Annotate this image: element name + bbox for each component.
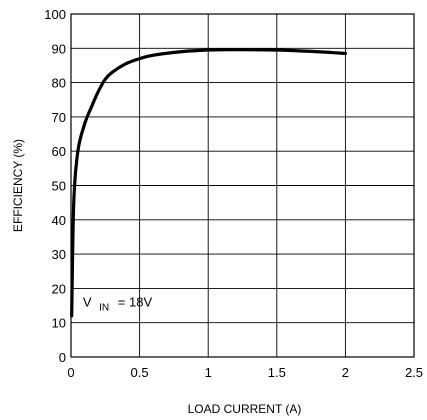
y-tick-labels: 0 10 20 30 40 50 60 70 80 90 100 <box>44 7 66 365</box>
y-tick-label: 100 <box>44 7 66 22</box>
plot-frame <box>70 13 415 358</box>
y-tick-label: 10 <box>52 316 66 331</box>
vin-annotation-subscript: IN <box>99 303 109 314</box>
y-tick-label: 30 <box>52 247 66 262</box>
x-tick-label: 1 <box>205 365 212 380</box>
y-tick-label: 60 <box>52 144 66 159</box>
y-tick-label: 80 <box>52 76 66 91</box>
x-axis-title: LOAD CURRENT (A) <box>188 402 302 416</box>
y-axis-title: EFFICIENCY (%) <box>11 139 25 232</box>
series-group <box>70 48 347 318</box>
y-tick-label: 70 <box>52 110 66 125</box>
x-tick-label: 1.5 <box>268 365 286 380</box>
y-tick-label: 90 <box>52 41 66 56</box>
efficiency-series-line <box>70 48 347 318</box>
x-tick-label: 0.5 <box>131 365 149 380</box>
x-tick-labels: 0 0.5 1 1.5 2 2.5 <box>67 365 423 380</box>
y-tick-label: 40 <box>52 213 66 228</box>
y-tick-label: 50 <box>52 179 66 194</box>
vin-annotation-suffix: = 18V <box>118 295 153 310</box>
vin-annotation: V IN = 18V <box>83 295 153 314</box>
vin-annotation-main: V <box>83 295 92 310</box>
x-tick-label: 2 <box>342 365 349 380</box>
x-tick-label: 0 <box>67 365 74 380</box>
x-tick-label: 2.5 <box>405 365 423 380</box>
y-tick-label: 0 <box>59 350 66 365</box>
y-tick-label: 20 <box>52 281 66 296</box>
